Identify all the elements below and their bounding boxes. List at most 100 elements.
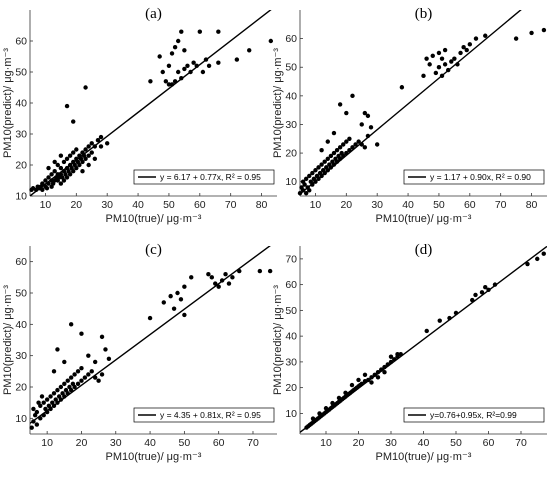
x-tick-label: 60: [483, 437, 495, 449]
data-point: [65, 378, 70, 383]
panel-label: (b): [415, 6, 433, 22]
data-point: [64, 175, 70, 180]
x-tick-label: 50: [433, 199, 445, 211]
data-point: [374, 142, 380, 147]
data-point: [436, 65, 442, 70]
data-point: [350, 145, 355, 150]
data-point: [356, 377, 361, 383]
x-tick-label: 70: [495, 199, 507, 211]
data-point: [98, 144, 104, 149]
y-tick-label: 20: [285, 382, 297, 394]
data-point: [368, 125, 374, 130]
y-tick-label: 40: [285, 331, 297, 343]
data-point: [379, 367, 384, 372]
data-point: [98, 134, 104, 140]
data-point: [230, 275, 235, 280]
data-point: [178, 297, 184, 302]
data-point: [322, 159, 327, 164]
x-tick-label: 50: [163, 199, 175, 211]
data-point: [169, 51, 175, 56]
x-tick-label: 20: [70, 199, 82, 211]
panel-1: 10 20 30 40 50 60 70 80 10 20 30 40 50 60 PM10(true)/ …: [2, 6, 277, 225]
data-point: [86, 372, 91, 377]
data-point: [343, 390, 348, 395]
data-point: [179, 29, 184, 34]
data-point: [206, 272, 211, 277]
x-tick-label: 10: [40, 199, 52, 211]
data-point: [473, 292, 478, 298]
data-point: [353, 142, 358, 147]
data-point: [68, 375, 74, 380]
data-point: [446, 67, 451, 73]
data-point: [75, 381, 81, 387]
panel-label: (a): [145, 6, 162, 22]
data-point: [483, 33, 488, 38]
y-tick-label: 50: [285, 62, 297, 74]
data-point: [470, 297, 475, 303]
data-point: [356, 139, 361, 144]
data-point: [525, 261, 530, 267]
data-point: [38, 416, 43, 421]
data-point: [40, 181, 45, 186]
y-tick-label: 10: [285, 408, 297, 420]
data-point: [148, 79, 153, 84]
panel-label: (c): [145, 242, 162, 258]
data-point: [399, 85, 405, 90]
legend-text: y = 6.17 + 0.77x, R² = 0.95: [160, 172, 261, 182]
data-point: [319, 162, 324, 167]
y-tick-label: 40: [15, 319, 27, 331]
data-point: [64, 156, 70, 161]
data-point: [464, 47, 469, 53]
data-point: [83, 85, 88, 90]
data-point: [267, 268, 273, 274]
data-point: [191, 60, 196, 65]
data-point: [328, 153, 334, 159]
data-point: [160, 69, 165, 75]
y-tick-label: 70: [285, 253, 297, 265]
data-point: [72, 384, 77, 390]
data-point: [369, 380, 374, 385]
data-point: [86, 353, 91, 358]
data-point: [439, 56, 445, 61]
data-point: [179, 76, 184, 81]
data-point: [64, 103, 70, 109]
data-point: [38, 403, 43, 408]
y-tick-label: 50: [15, 67, 27, 79]
data-point: [29, 425, 34, 430]
x-tick-label: 20: [353, 437, 365, 449]
data-point: [330, 400, 335, 406]
data-point: [62, 381, 67, 387]
data-point: [359, 122, 364, 127]
data-point: [31, 406, 36, 412]
data-point: [385, 362, 390, 367]
data-point: [300, 188, 306, 193]
x-tick-label: 60: [464, 199, 476, 211]
x-tick-label: 20: [76, 437, 88, 449]
data-point: [43, 178, 48, 183]
data-point: [317, 411, 322, 416]
data-point: [67, 172, 73, 177]
data-point: [51, 369, 57, 374]
data-point: [303, 190, 309, 196]
legend-text: y = 1.17 + 0.90x, R² = 0.90: [430, 172, 531, 182]
legend-text: y = 4.35 + 0.81x, R² = 0.95: [160, 410, 261, 420]
x-tick-label: 40: [144, 437, 156, 449]
fit-line: [300, 10, 522, 195]
legend-box: [403, 169, 545, 185]
data-point: [223, 272, 228, 277]
data-point: [307, 188, 312, 193]
data-point: [157, 54, 162, 59]
panel-3: 10 20 30 40 50 60 70 10 20 30 40 50 60 PM10(true)/ μg…: [2, 242, 277, 463]
y-tick-label: 10: [15, 191, 27, 203]
x-tick-label: 60: [194, 199, 206, 211]
data-point: [182, 48, 187, 53]
data-point: [268, 38, 274, 44]
data-point: [99, 334, 105, 340]
data-point: [182, 312, 187, 318]
data-point: [163, 79, 169, 84]
x-tick-label: 80: [256, 199, 268, 211]
data-point: [55, 162, 60, 168]
data-point: [62, 359, 67, 365]
data-point: [313, 179, 318, 184]
y-axis-label: PM10(predict)/ μg·m⁻³: [272, 48, 284, 158]
